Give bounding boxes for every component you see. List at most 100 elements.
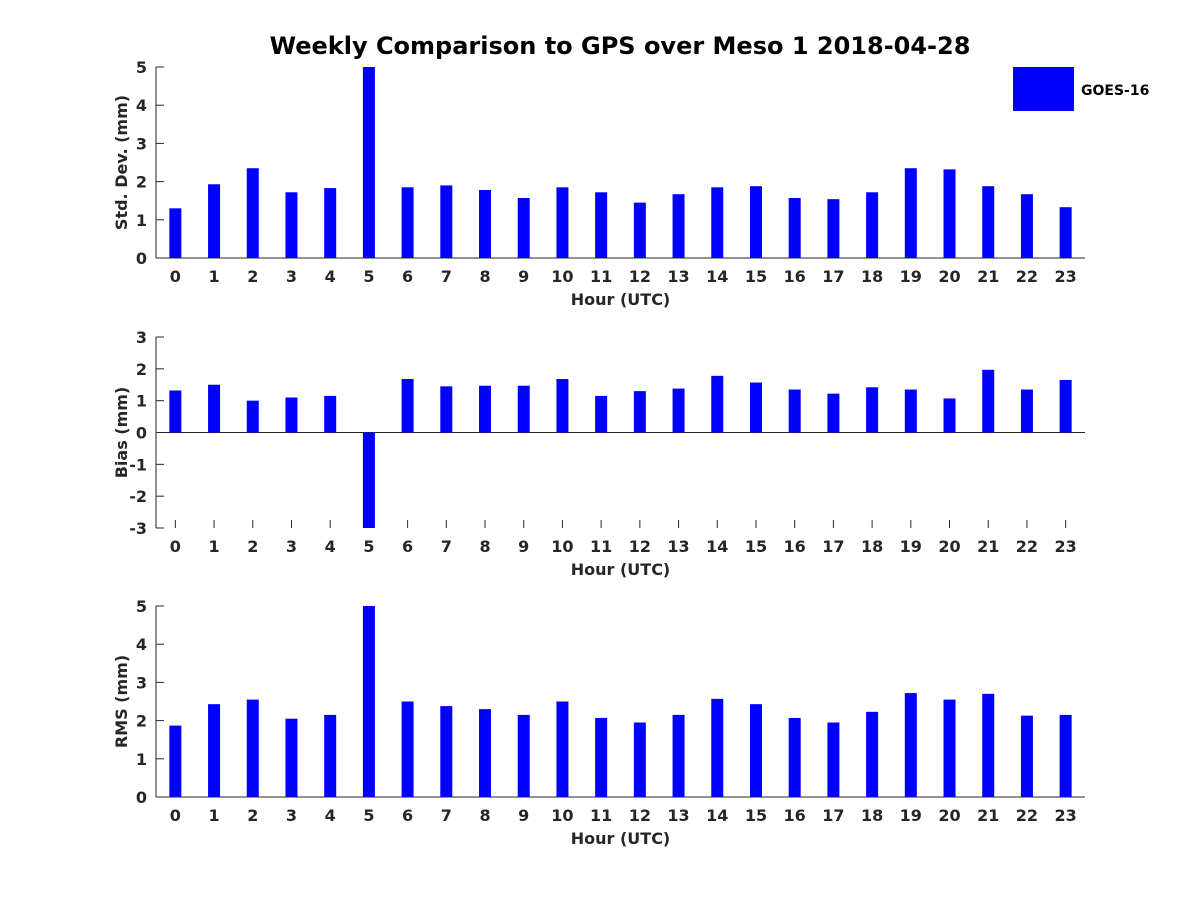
bar — [711, 698, 724, 797]
bar — [169, 725, 182, 797]
x-tick-label: 9 — [518, 806, 529, 825]
bar — [1059, 714, 1072, 797]
x-tick-label: 20 — [938, 806, 960, 825]
x-tick-label: 23 — [1055, 267, 1077, 286]
y-tick-label: 5 — [136, 597, 147, 616]
bar — [982, 693, 995, 797]
x-tick-label: 15 — [745, 537, 767, 556]
x-tick-label: 7 — [441, 537, 452, 556]
x-tick-label: 8 — [479, 267, 490, 286]
bar — [1020, 715, 1033, 797]
x-tick-label: 8 — [479, 537, 490, 556]
bar — [672, 194, 685, 258]
x-tick-label: 0 — [170, 806, 181, 825]
bar — [1020, 194, 1033, 258]
x-tick-label: 17 — [822, 537, 844, 556]
bar — [788, 389, 801, 433]
x-tick-label: 13 — [667, 537, 689, 556]
bar — [672, 388, 685, 433]
x-axis-label: Hour (UTC) — [571, 560, 671, 579]
x-tick-label: 18 — [861, 806, 883, 825]
bar — [169, 390, 182, 433]
x-tick-label: 0 — [170, 267, 181, 286]
bar — [324, 714, 337, 797]
bar — [749, 704, 762, 797]
y-tick-label: 2 — [136, 360, 147, 379]
bar — [904, 693, 917, 797]
bar — [711, 375, 724, 433]
bar — [362, 606, 375, 797]
bar — [943, 169, 956, 258]
x-tick-label: 5 — [363, 806, 374, 825]
y-tick-label: 3 — [136, 328, 147, 347]
x-axis-label: Hour (UTC) — [571, 829, 671, 848]
bar — [362, 67, 375, 258]
y-tick-label: 0 — [136, 424, 147, 443]
bar — [633, 391, 646, 433]
bar — [479, 709, 492, 797]
x-tick-label: 18 — [861, 267, 883, 286]
bar — [285, 192, 298, 258]
bar — [479, 385, 492, 433]
bar — [517, 198, 530, 258]
y-tick-label: 4 — [136, 635, 147, 654]
x-tick-label: 10 — [551, 806, 573, 825]
x-tick-label: 4 — [325, 267, 336, 286]
bar — [595, 717, 608, 797]
bar — [943, 398, 956, 433]
x-tick-label: 10 — [551, 537, 573, 556]
x-tick-label: 22 — [1016, 267, 1038, 286]
bar — [788, 198, 801, 258]
bar — [401, 701, 414, 797]
bar — [324, 395, 337, 433]
x-tick-label: 15 — [745, 267, 767, 286]
x-tick-label: 7 — [441, 806, 452, 825]
x-tick-label: 18 — [861, 537, 883, 556]
bar — [285, 718, 298, 797]
bar — [1059, 207, 1072, 258]
bar — [672, 714, 685, 797]
x-tick-label: 2 — [247, 806, 258, 825]
bar — [208, 704, 221, 797]
bar — [440, 706, 453, 797]
x-tick-label: 5 — [363, 267, 374, 286]
bar — [517, 714, 530, 797]
x-tick-label: 13 — [667, 806, 689, 825]
x-tick-label: 16 — [784, 267, 806, 286]
bar — [556, 187, 569, 258]
bar — [479, 190, 492, 258]
y-axis-label: Bias (mm) — [112, 387, 131, 479]
x-tick-label: 15 — [745, 806, 767, 825]
y-tick-label: -2 — [129, 487, 147, 506]
x-tick-label: 22 — [1016, 806, 1038, 825]
x-tick-label: 3 — [286, 537, 297, 556]
bar — [440, 386, 453, 433]
x-tick-label: 9 — [518, 267, 529, 286]
bar — [788, 717, 801, 797]
bar — [1059, 379, 1072, 433]
y-tick-label: -3 — [129, 519, 147, 538]
bar — [904, 389, 917, 433]
bar — [556, 379, 569, 433]
bar — [943, 699, 956, 797]
bar — [169, 208, 182, 258]
legend: GOES-16 — [1013, 67, 1149, 111]
y-tick-label: 5 — [136, 58, 147, 77]
bar — [866, 711, 879, 797]
x-tick-label: 10 — [551, 267, 573, 286]
x-tick-label: 0 — [170, 537, 181, 556]
x-tick-label: 13 — [667, 267, 689, 286]
y-tick-label: 3 — [136, 134, 147, 153]
bar — [866, 387, 879, 433]
x-tick-label: 4 — [325, 806, 336, 825]
x-tick-label: 2 — [247, 537, 258, 556]
bar — [749, 382, 762, 433]
bar — [904, 168, 917, 258]
x-tick-label: 11 — [590, 267, 612, 286]
x-tick-label: 1 — [208, 806, 219, 825]
y-tick-label: 4 — [136, 96, 147, 115]
x-tick-label: 14 — [706, 537, 728, 556]
